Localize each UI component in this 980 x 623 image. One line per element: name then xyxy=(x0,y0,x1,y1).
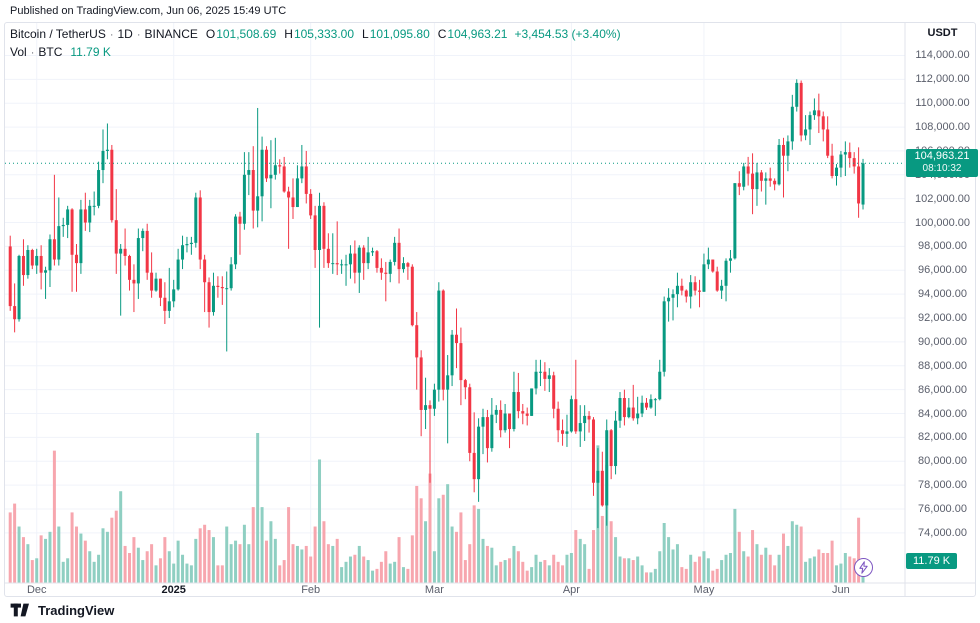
legend[interactable]: Bitcoin / TetherUS · 1D · BINANCE O101,508.69… xyxy=(10,27,621,61)
separator-dot: · xyxy=(30,47,35,59)
separator-dot: · xyxy=(109,29,114,41)
low-group: L101,095.80 xyxy=(362,27,430,41)
time-tick-label: May xyxy=(693,584,715,596)
last-price-badge: 104,963.21 08:10:32 xyxy=(906,149,978,178)
open-letter: O xyxy=(205,27,216,41)
lightning-marker-button[interactable] xyxy=(854,558,874,577)
price-unit-label: USDT xyxy=(927,27,958,39)
time-tick-label: 2025 xyxy=(161,584,186,596)
time-tick-label: Mar xyxy=(424,584,444,596)
interval-label[interactable]: 1D xyxy=(117,27,133,41)
grid-layer xyxy=(5,23,905,583)
price-tick-label: 90,000.00 xyxy=(918,335,967,348)
high-value: 105,333.00 xyxy=(293,27,354,41)
close-group: C104,963.21 xyxy=(438,27,508,41)
price-tick-label: 82,000.00 xyxy=(918,431,967,444)
footer-brand[interactable]: TradingView xyxy=(38,602,115,618)
time-tick-label: Apr xyxy=(562,584,580,596)
high-letter: H xyxy=(284,27,293,41)
price-tick-label: 108,000.00 xyxy=(914,121,971,134)
price-tick-label: 100,000.00 xyxy=(914,216,971,229)
price-tick-label: 86,000.00 xyxy=(918,383,967,396)
last-price-value: 104,963.21 xyxy=(914,150,970,163)
volume-axis-badge: 11.79 K xyxy=(906,553,958,570)
candles-layer xyxy=(8,79,865,529)
bar-countdown: 08:10:32 xyxy=(922,163,962,175)
separator-dot: · xyxy=(136,29,141,41)
close-letter: C xyxy=(437,27,447,41)
time-tick-label: Dec xyxy=(26,584,47,596)
price-tick-label: 92,000.00 xyxy=(918,312,967,325)
overlay-layer xyxy=(4,23,976,596)
open-group: O101,508.69 xyxy=(206,27,276,41)
close-value: 104,963.21 xyxy=(447,27,508,41)
exchange-label: BINANCE xyxy=(144,27,198,41)
time-tick-label: Jun xyxy=(832,584,850,596)
price-tick-label: 84,000.00 xyxy=(918,407,967,420)
price-tick-label: 112,000.00 xyxy=(915,73,970,86)
published-bar: Published on TradingView.com, Jun 06, 20… xyxy=(10,5,287,17)
price-tick-label: 76,000.00 xyxy=(918,503,967,515)
change-value: +3,454.53 (+3.40%) xyxy=(514,27,621,41)
price-tick-label: 110,000.00 xyxy=(915,97,970,110)
price-scale[interactable]: 114,000.00 112,000.00 110,000.00 108,000.00… xyxy=(905,22,980,583)
volume-label[interactable]: Vol xyxy=(10,45,27,59)
volume-symbol: BTC xyxy=(38,45,63,59)
price-tick-label: 74,000.00 xyxy=(918,526,967,539)
legend-volume-row: Vol · BTC 11.79 K xyxy=(10,45,621,61)
symbol-title[interactable]: Bitcoin / TetherUS xyxy=(10,27,106,41)
volume-value: 11.79 K xyxy=(70,45,111,59)
open-value: 101,508.69 xyxy=(216,27,277,41)
tradingview-logo-icon[interactable] xyxy=(10,602,32,618)
high-group: H105,333.00 xyxy=(284,27,354,41)
low-letter: L xyxy=(362,27,369,41)
time-tick-label: Feb xyxy=(301,584,321,596)
price-tick-label: 102,000.00 xyxy=(914,192,971,205)
lightning-icon xyxy=(859,561,868,574)
low-value: 101,095.80 xyxy=(369,27,430,41)
price-tick-label: 94,000.00 xyxy=(918,288,967,301)
price-tick-label: 88,000.00 xyxy=(918,359,967,372)
footer: TradingView xyxy=(0,597,980,623)
price-tick-label: 98,000.00 xyxy=(918,240,967,253)
price-tick-label: 114,000.00 xyxy=(915,49,970,62)
price-tick-label: 78,000.00 xyxy=(918,479,967,492)
price-tick-label: 80,000.00 xyxy=(918,455,967,468)
time-scale[interactable]: Dec 2025 Feb Mar Apr May Jun xyxy=(0,583,905,597)
volume-layer xyxy=(8,433,865,583)
legend-ohlc-row: Bitcoin / TetherUS · 1D · BINANCE O101,508.69… xyxy=(10,27,621,43)
price-tick-label: 96,000.00 xyxy=(918,264,967,277)
